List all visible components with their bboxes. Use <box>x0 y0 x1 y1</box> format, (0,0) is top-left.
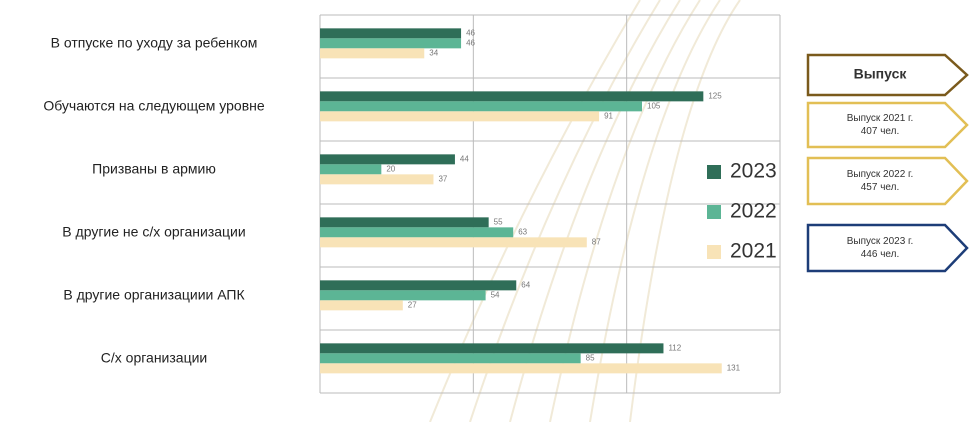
value-label: 131 <box>727 363 741 372</box>
bar <box>320 111 600 122</box>
value-label: 105 <box>647 101 661 110</box>
legend-swatch <box>707 205 721 219</box>
legend-swatch <box>707 245 721 259</box>
value-label: 112 <box>668 343 681 352</box>
value-label: 125 <box>708 91 722 100</box>
bar <box>320 343 664 354</box>
bar <box>320 91 704 102</box>
bar <box>320 38 462 49</box>
bar <box>320 101 642 112</box>
bar <box>320 363 722 374</box>
category-label: В другие организациии АПК <box>63 286 245 303</box>
category-label: Обучаются на следующем уровне <box>43 97 265 114</box>
decor <box>629 0 741 422</box>
badge-text: 407 чел. <box>861 126 900 137</box>
bar <box>320 48 425 59</box>
bar <box>320 237 587 248</box>
value-label: 27 <box>408 300 417 309</box>
badge-text: Выпуск 2023 г. <box>847 236 914 247</box>
bar <box>320 154 455 165</box>
value-label: 34 <box>429 48 438 57</box>
bar <box>320 290 486 301</box>
bar <box>320 164 382 175</box>
badge <box>806 101 969 149</box>
legend-label: 2021 <box>730 240 777 263</box>
value-label: 55 <box>494 217 503 226</box>
bar <box>320 280 517 291</box>
category-label: С/х организации <box>100 349 208 366</box>
value-label: 91 <box>604 111 613 120</box>
value-label: 20 <box>386 164 395 173</box>
badge-text: 446 чел. <box>861 249 900 260</box>
badge <box>806 223 969 273</box>
bar <box>320 217 489 228</box>
value-label: 44 <box>460 154 469 163</box>
value-label: 54 <box>491 290 500 299</box>
legend-label: 2022 <box>730 200 777 223</box>
badge <box>806 53 969 97</box>
bar <box>320 300 403 311</box>
bar <box>320 353 581 364</box>
badge-text: Выпуск 2021 г. <box>847 113 914 124</box>
legend-swatch <box>707 165 721 179</box>
value-label: 46 <box>466 38 475 47</box>
value-label: 64 <box>521 280 530 289</box>
value-label: 85 <box>586 353 595 362</box>
category-label: В другие не с/х организации <box>62 223 246 240</box>
badge <box>806 156 969 206</box>
badge-text: 457 чел. <box>861 182 900 193</box>
bar <box>320 174 434 185</box>
category-label: Призваны в армию <box>92 160 216 177</box>
value-label: 37 <box>438 174 447 183</box>
value-label: 46 <box>466 28 475 37</box>
badge-text: Выпуск <box>854 66 908 82</box>
decor <box>589 0 721 422</box>
legend-label: 2023 <box>730 160 777 183</box>
value-label: 63 <box>518 227 527 236</box>
bar <box>320 28 462 39</box>
value-label: 87 <box>592 237 601 246</box>
category-label: В отпуске по уходу за ребенком <box>50 34 258 51</box>
badge-text: Выпуск 2022 г. <box>847 169 914 180</box>
bar <box>320 227 514 238</box>
